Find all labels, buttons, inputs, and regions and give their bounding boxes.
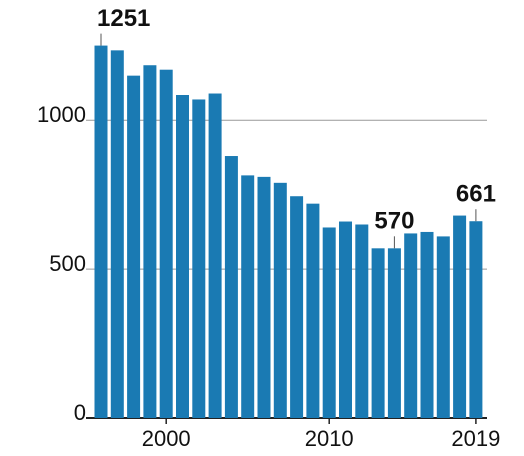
bar	[241, 175, 255, 418]
bar	[322, 227, 336, 418]
y-tick-label: 1000	[37, 102, 86, 127]
bar	[371, 248, 385, 418]
bar	[420, 231, 434, 418]
bar	[290, 196, 304, 418]
bar	[273, 182, 287, 418]
bar	[143, 65, 157, 418]
bar	[339, 221, 352, 418]
y-tick-label: 500	[49, 251, 86, 276]
bar	[453, 215, 467, 418]
y-tick-label: 0	[74, 400, 86, 425]
bar	[469, 221, 483, 418]
bar	[436, 236, 450, 418]
x-tick-label: 2000	[142, 426, 191, 451]
bar	[159, 69, 173, 418]
x-tick-label: 2010	[305, 426, 354, 451]
x-tick-label: 2019	[451, 426, 500, 451]
bar	[176, 95, 189, 418]
bar	[110, 50, 124, 418]
bar	[257, 176, 271, 418]
bar	[127, 75, 141, 419]
value-label: 570	[374, 208, 414, 235]
value-label: 661	[456, 181, 496, 208]
bar	[387, 248, 401, 418]
value-label: 1251	[97, 5, 150, 32]
bar	[94, 45, 108, 419]
bar	[355, 224, 369, 418]
bar	[404, 233, 418, 418]
bar	[306, 203, 320, 418]
bar	[224, 156, 238, 418]
bar	[208, 93, 222, 418]
bar	[192, 99, 206, 418]
